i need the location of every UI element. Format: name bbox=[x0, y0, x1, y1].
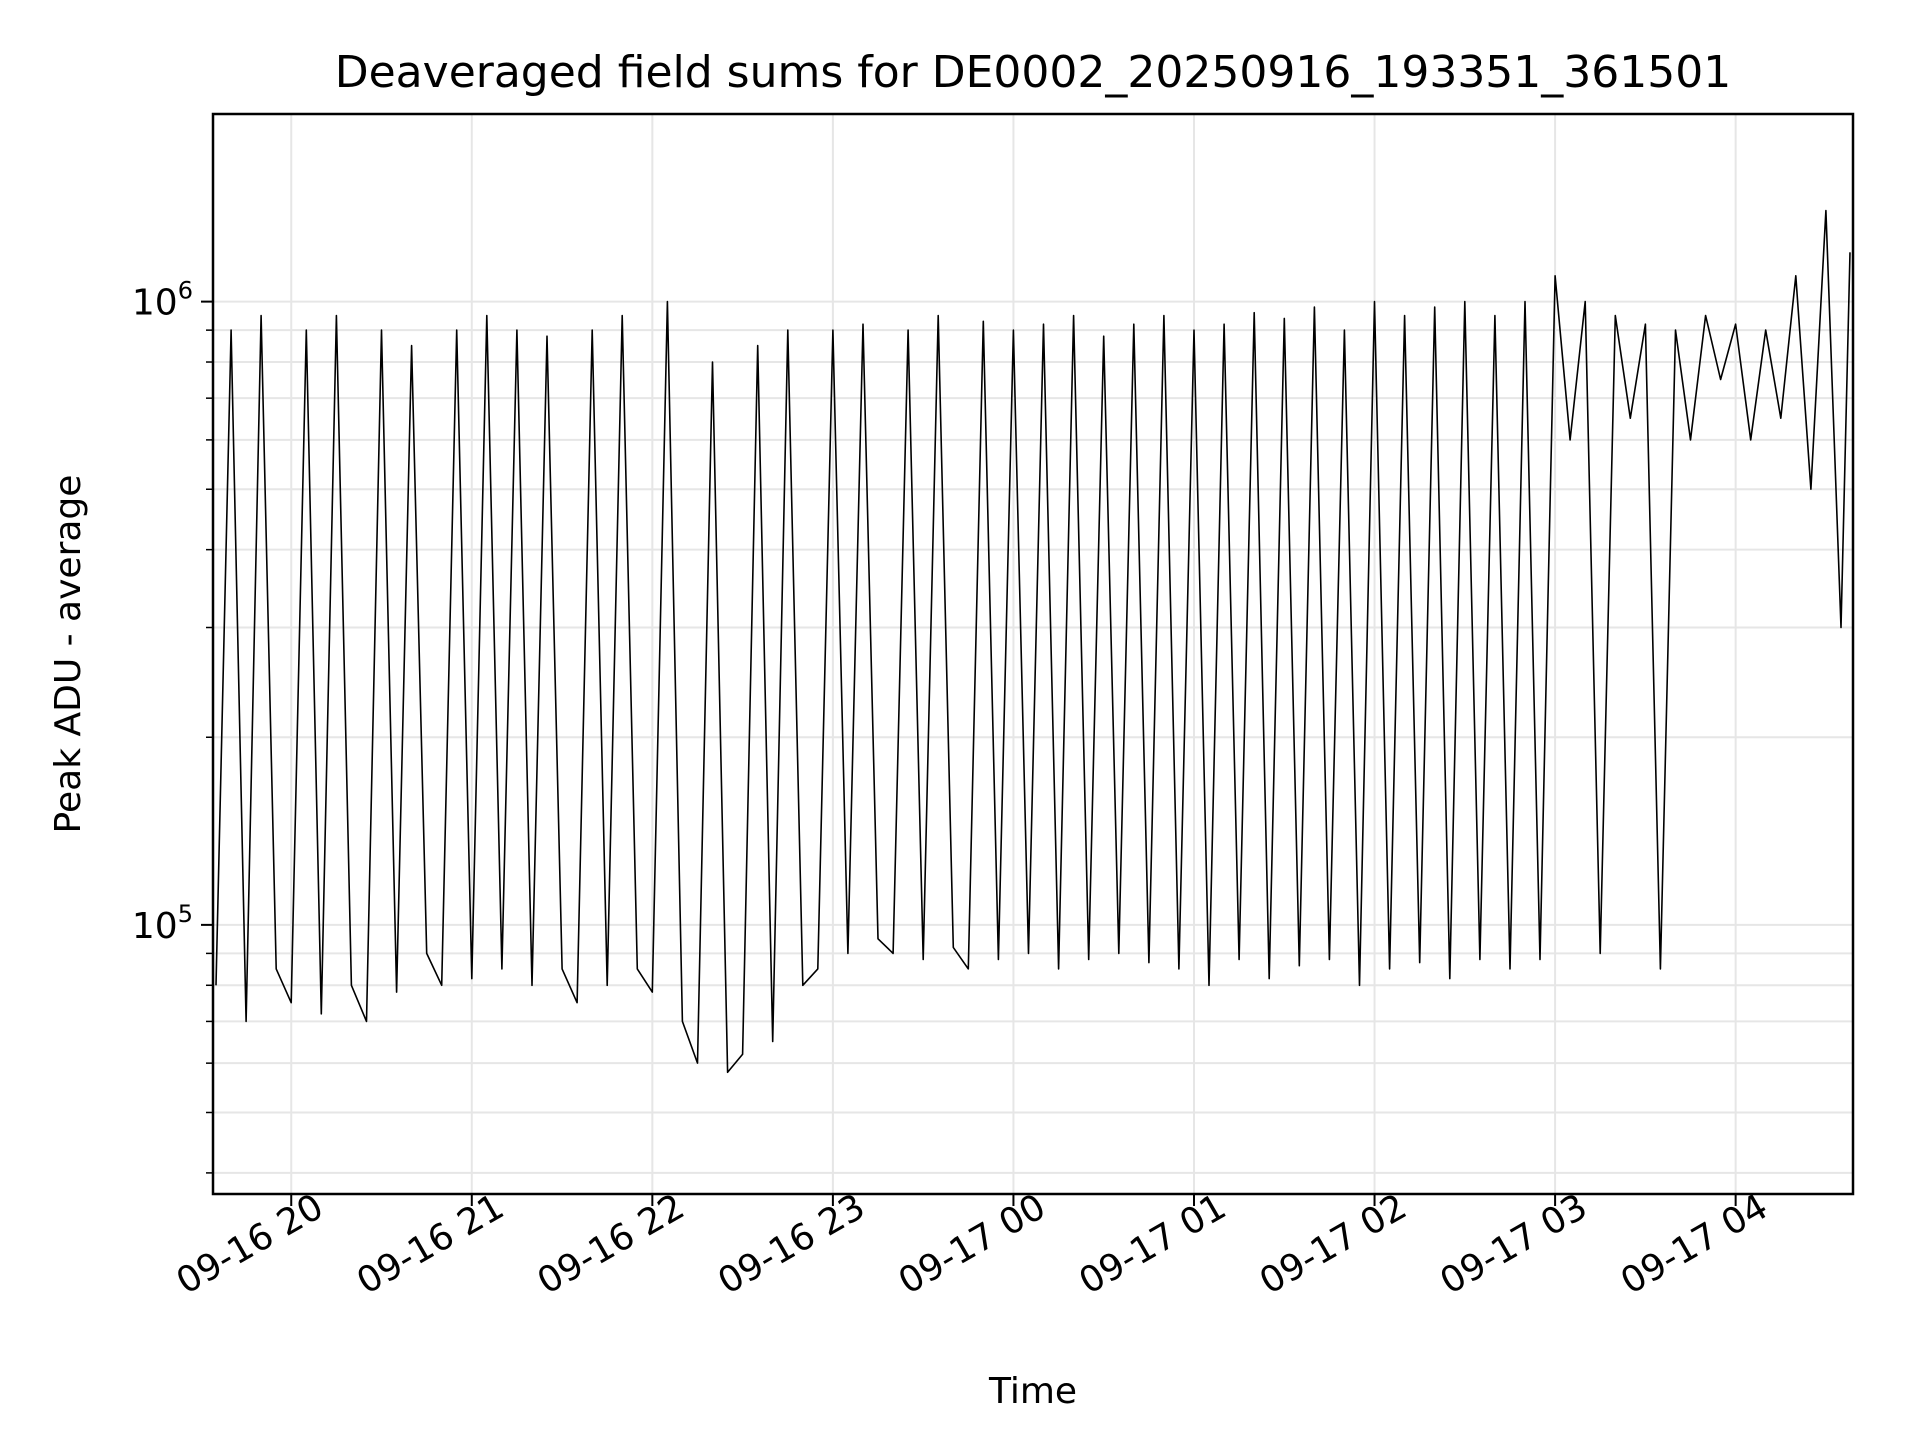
y-tick-label: 105 bbox=[132, 900, 193, 947]
grid-layer bbox=[213, 114, 1853, 1194]
series-line bbox=[215, 209, 1851, 1074]
series-layer bbox=[215, 209, 1851, 1074]
x-axis-label: Time bbox=[988, 1371, 1077, 1412]
plot-frame bbox=[211, 112, 1855, 1196]
y-tick-label: 106 bbox=[132, 277, 193, 324]
y-axis-label: Peak ADU - average bbox=[48, 475, 89, 834]
chart-title: Deaveraged field sums for DE0002_2025091… bbox=[335, 47, 1732, 98]
